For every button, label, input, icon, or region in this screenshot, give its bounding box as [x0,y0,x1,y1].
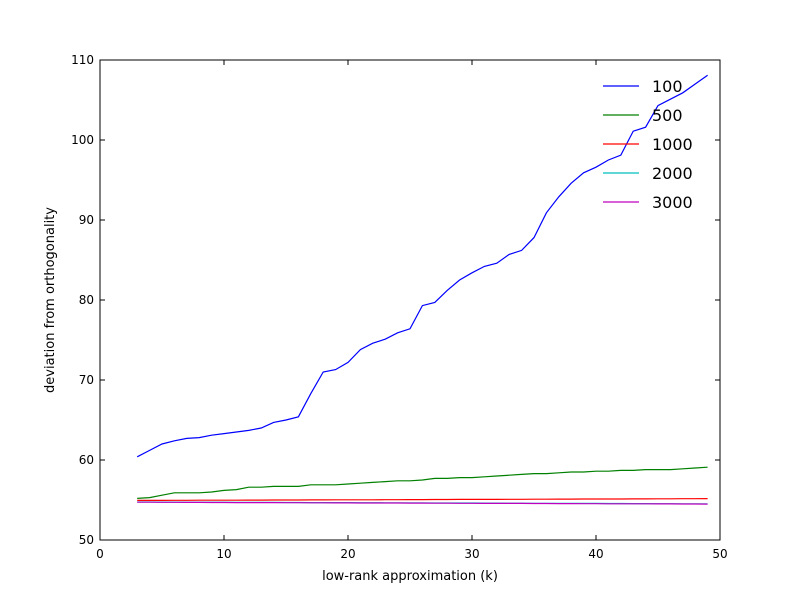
y-tick-label: 70 [79,373,94,387]
x-axis-label: low-rank approximation (k) [322,569,498,584]
series-line-1000 [137,498,708,501]
y-tick-label: 100 [71,133,94,147]
x-tick-label: 10 [216,547,231,561]
legend: 100 500 1000 2000 3000 [603,77,693,212]
x-tick-label: 50 [712,547,727,561]
legend-label: 2000 [652,164,693,183]
legend-label: 1000 [652,135,693,154]
y-tick-label: 80 [79,293,94,307]
legend-label: 500 [652,106,683,125]
series-line-100 [136,74,708,458]
x-tick-label: 0 [96,547,104,561]
x-tick-label: 40 [588,547,603,561]
x-tick-label: 20 [340,547,355,561]
y-tick-label: 50 [79,533,94,547]
y-tick-label: 110 [71,53,94,67]
legend-label: 100 [652,77,683,96]
legend-label: 3000 [652,193,693,212]
y-tick-label: 90 [79,213,94,227]
plot-frame [99,59,721,541]
series-layer [136,74,708,505]
series-line-3000 [137,501,708,505]
y-axis-label: deviation from orthogonality [43,207,58,393]
x-tick-label: 30 [464,547,479,561]
ticks-layer: 0 10 20 30 40 50 50 60 70 80 90 100 110 [71,53,728,561]
y-tick-label: 60 [79,453,94,467]
series-line-500 [137,466,708,499]
